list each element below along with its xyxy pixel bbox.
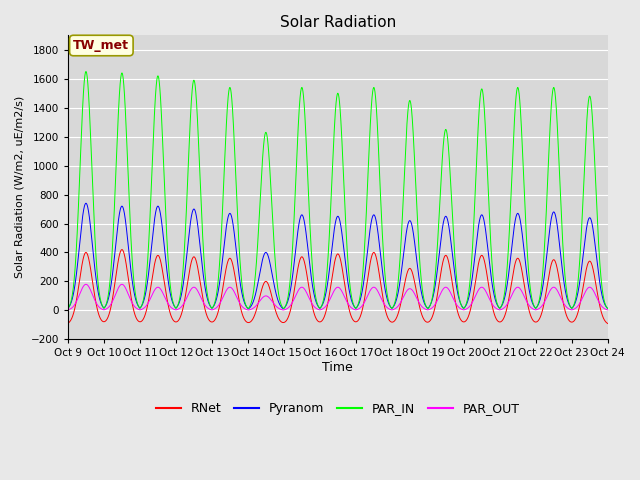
PAR_OUT <box>180 301 188 307</box>
RNet <box>412 288 420 293</box>
PAR_OUT <box>280 307 287 313</box>
PAR_IN <box>64 305 72 311</box>
PAR_IN <box>489 273 497 278</box>
PAR_OUT <box>64 307 72 312</box>
RNet <box>266 287 274 292</box>
RNet <box>64 321 72 326</box>
Pyranom <box>82 200 90 206</box>
PAR_OUT <box>602 306 610 312</box>
Pyranom <box>266 261 274 267</box>
RNet <box>489 306 497 312</box>
PAR_IN <box>602 303 610 309</box>
PAR_IN <box>604 306 612 312</box>
Line: PAR_OUT: PAR_OUT <box>68 284 608 310</box>
PAR_IN <box>180 261 188 267</box>
Line: RNet: RNet <box>68 250 608 324</box>
Line: PAR_IN: PAR_IN <box>68 72 608 309</box>
Title: Solar Radiation: Solar Radiation <box>280 15 396 30</box>
Pyranom <box>412 253 420 259</box>
Y-axis label: Solar Radiation (W/m2, uE/m2/s): Solar Radiation (W/m2, uE/m2/s) <box>15 96 25 278</box>
PAR_OUT <box>604 307 612 313</box>
Pyranom <box>64 305 72 311</box>
RNet <box>602 319 610 325</box>
Pyranom <box>244 306 252 312</box>
RNet <box>174 318 182 324</box>
PAR_IN <box>82 69 90 74</box>
Pyranom <box>489 286 497 292</box>
PAR_IN <box>174 302 182 308</box>
Line: Pyranom: Pyranom <box>68 203 608 309</box>
PAR_OUT <box>266 296 274 301</box>
X-axis label: Time: Time <box>323 361 353 374</box>
RNet <box>604 321 612 326</box>
Pyranom <box>180 280 188 286</box>
RNet <box>118 247 126 252</box>
Pyranom <box>174 303 182 309</box>
Pyranom <box>602 303 610 309</box>
RNet <box>180 303 188 309</box>
PAR_IN <box>424 306 432 312</box>
PAR_IN <box>412 194 420 200</box>
Text: TW_met: TW_met <box>74 39 129 52</box>
PAR_OUT <box>174 306 182 312</box>
PAR_IN <box>266 170 274 176</box>
PAR_OUT <box>82 281 90 287</box>
PAR_OUT <box>489 302 497 308</box>
Pyranom <box>604 306 612 312</box>
Legend: RNet, Pyranom, PAR_IN, PAR_OUT: RNet, Pyranom, PAR_IN, PAR_OUT <box>151 397 525 420</box>
PAR_OUT <box>412 294 420 300</box>
